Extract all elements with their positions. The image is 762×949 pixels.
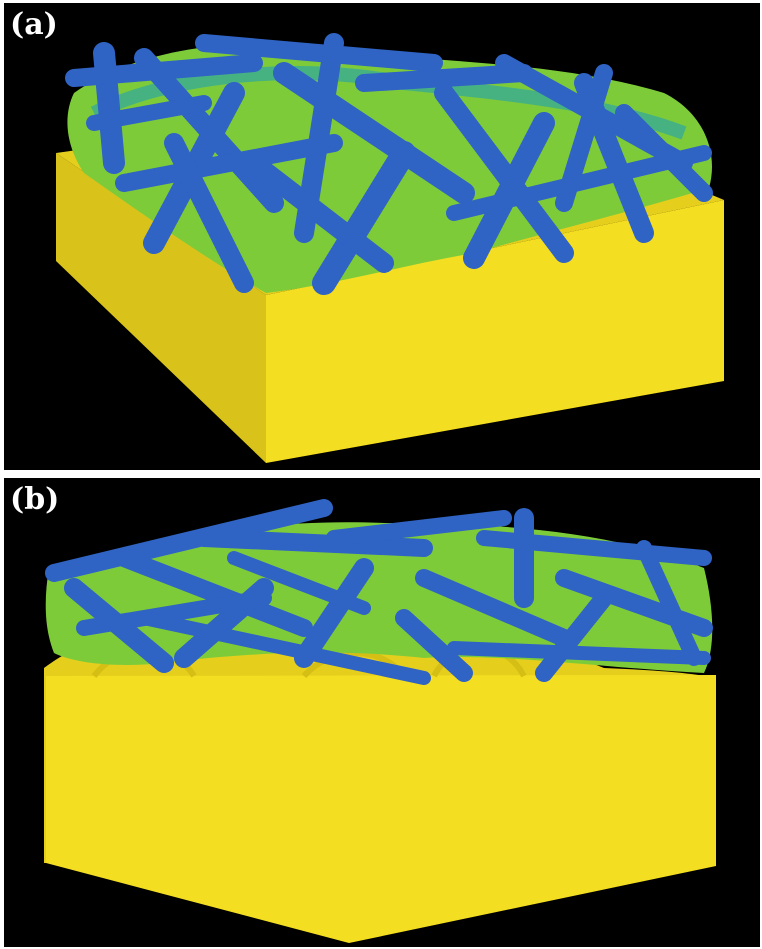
substrate-front-face <box>266 200 724 463</box>
substrate-front-face <box>46 675 716 943</box>
fibers-a <box>65 33 713 295</box>
panel-a-label: (a) <box>10 7 58 42</box>
substrate-left-face <box>56 153 266 463</box>
panel-a: (a) <box>4 3 760 470</box>
panel-b-render <box>44 499 716 943</box>
panel-a-render <box>56 33 724 463</box>
panel-b-label: (b) <box>10 482 60 517</box>
panel-b: (b) <box>4 478 760 947</box>
fibers-b <box>45 499 713 685</box>
